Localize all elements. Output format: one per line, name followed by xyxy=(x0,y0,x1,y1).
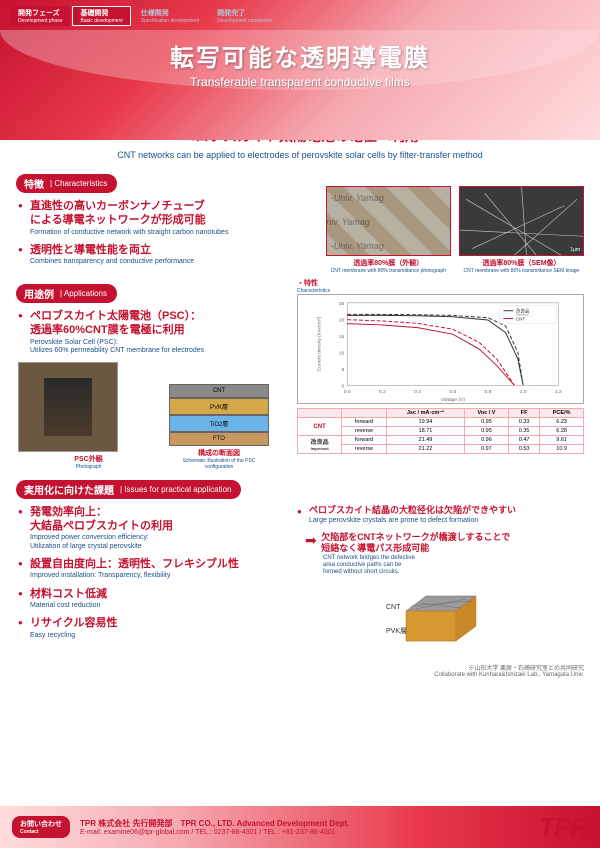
svg-text:1.2: 1.2 xyxy=(555,389,562,395)
issue-solution: ➡ 欠陥部をCNTネットワークが橋渡しすることで 短絡なく導電パス形成可能 CN… xyxy=(305,532,584,577)
phase-bar: 開発フェーズDevelopment phase 基礎開発Basic develo… xyxy=(0,0,600,26)
title-jp: 転写可能な透明導電膜 xyxy=(0,38,600,73)
issue-bullet: 材料コスト低減Material cost reduction xyxy=(18,587,269,611)
svg-text:20: 20 xyxy=(339,318,345,324)
section-applications: 用途例Applications xyxy=(16,284,117,303)
section-issues: 実用化に向けた課題Issues for practical applicatio… xyxy=(16,480,241,499)
svg-text:0.4: 0.4 xyxy=(414,389,421,395)
svg-text:Current density (mA/cm²): Current density (mA/cm²) xyxy=(317,317,323,372)
issue-bullet: 発電効率向上： 大結晶ペロブスカイトの利用Improved power conv… xyxy=(18,505,269,551)
svg-text:0: 0 xyxy=(342,383,345,389)
phase-current: 基礎開発Basic development xyxy=(72,6,130,26)
subtitle-en: CNT networks can be applied to electrode… xyxy=(20,150,580,160)
svg-text:0.8: 0.8 xyxy=(485,389,492,395)
cnt-photo-80: -Univ. Yamag -Univ. Yamag -Univ. Yamag xyxy=(326,186,451,256)
svg-text:Voltage (V): Voltage (V) xyxy=(441,397,466,403)
cnt-sem-80: 1μm xyxy=(459,186,584,256)
svg-text:5: 5 xyxy=(342,367,345,373)
char-bullet: 直進性の高いカーボンナノチューブ による導電ネットワークが形成可能Formati… xyxy=(18,199,298,237)
svg-text:25: 25 xyxy=(339,301,345,307)
footer-info: TPR 株式会社 先行開発部 TPR CO., LTD. Advanced De… xyxy=(80,818,349,836)
phase-next: 仕様開発Specification development xyxy=(133,6,207,26)
svg-text:PVK層: PVK層 xyxy=(386,627,407,635)
psc-photo xyxy=(18,362,118,452)
app-bullet: ペロブスカイト太陽電池（PSC）： 透過率60%CNT膜を電極に利用 Perov… xyxy=(18,309,269,355)
svg-text:1.0: 1.0 xyxy=(520,389,527,395)
cube-diagram: CNT PVK層 xyxy=(386,581,496,661)
section-characteristics: 特徴Characteristics xyxy=(16,174,117,193)
svg-text:0.0: 0.0 xyxy=(344,389,351,395)
title-block: 転写可能な透明導電膜 Transferable transparent cond… xyxy=(0,38,600,89)
arrow-icon: ➡ xyxy=(305,532,317,549)
characteristics-figures: -Univ. Yamag -Univ. Yamag -Univ. Yamag 透… xyxy=(326,186,584,274)
svg-text:15: 15 xyxy=(339,334,345,340)
svg-text:CNT: CNT xyxy=(516,317,525,322)
issue-bullet: リサイクル容易性Easy recycling xyxy=(18,616,269,640)
svg-text:10: 10 xyxy=(339,350,345,356)
issue-bullet: 設置自由度向上：透明性、フレキシブル性Improved installation… xyxy=(18,557,269,581)
issue-defect: ペロブスカイト結晶の大粒径化は欠陥ができやすい Large perovskite… xyxy=(297,505,584,526)
phase-final: 開発完了Development completion xyxy=(209,6,280,26)
app-figures: PSC外観 Photograph CNTPVK層TiO2層FTO 構成の断面図 … xyxy=(18,362,269,470)
svg-text:0.2: 0.2 xyxy=(379,389,386,395)
title-en: Transferable transparent conductive film… xyxy=(0,75,600,89)
iv-chart: 0.0 0.2 0.4 0.6 0.8 1.0 1.2 0 5 10 15 20 25 Voltage (… xyxy=(297,294,584,404)
performance-table: Jsc / mA·cm⁻²Voc / VFFPCE/%CNTforward19.… xyxy=(297,408,584,454)
collaboration-note: ※山形大学 栗原・石崎研究室との共同研究 Collaborate with Ku… xyxy=(297,663,584,678)
svg-text:CNT: CNT xyxy=(386,604,401,611)
footer: お問い合わせContact TPR 株式会社 先行開発部 TPR CO., LT… xyxy=(0,806,600,848)
tpr-logo: TPR xyxy=(539,812,588,843)
stack-diagram: CNTPVK層TiO2層FTO xyxy=(169,384,269,446)
phase-label: 開発フェーズDevelopment phase xyxy=(10,6,70,26)
svg-text:0.6: 0.6 xyxy=(449,389,456,395)
contact-badge: お問い合わせContact xyxy=(12,816,70,838)
char-bullet: 透明性と導電性能を両立Combines transparency and con… xyxy=(18,243,298,267)
